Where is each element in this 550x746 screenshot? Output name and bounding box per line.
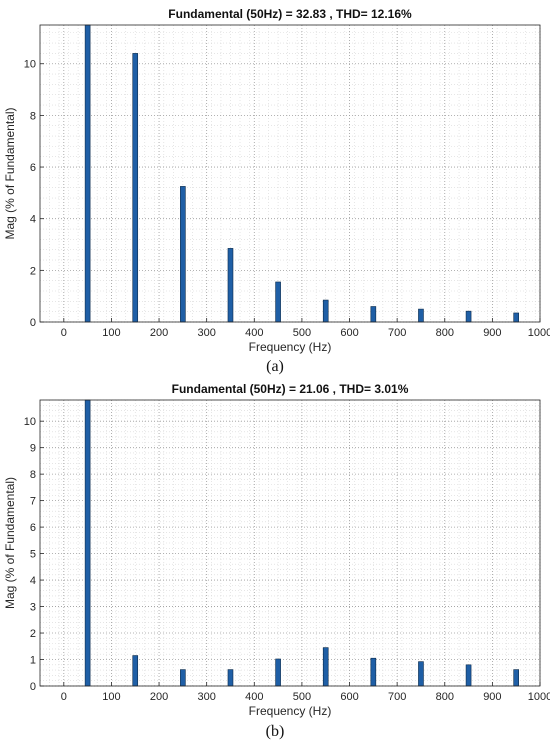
x-axis-label: Frequency (Hz) xyxy=(249,704,332,718)
x-tick-label: 700 xyxy=(388,691,406,703)
x-tick-label: 900 xyxy=(483,691,501,703)
chart-panel-2: 0 100 200 300 400 500 600 700 800 900 1000 0 1 2 3 4 5 6 7… xyxy=(3,382,550,740)
x-tick-label: 600 xyxy=(340,691,358,703)
bar xyxy=(180,669,186,687)
x-tick-label: 200 xyxy=(150,691,168,703)
x-tick-label: 0 xyxy=(61,691,67,703)
chart-panel-1: 0 100 200 300 400 500 600 700 800 900 1000 0 2 4 6 8 10 F… xyxy=(3,7,550,375)
y-tick-label: 7 xyxy=(30,496,36,508)
x-tick-label: 600 xyxy=(340,327,358,339)
x-tick-label: 300 xyxy=(197,691,215,703)
minor-grid xyxy=(40,399,540,686)
y-tick-label: 0 xyxy=(30,681,36,693)
x-tick-label: 200 xyxy=(150,327,168,339)
panel-label: (b) xyxy=(266,723,285,740)
x-tick-label: 1000 xyxy=(528,327,550,339)
bar xyxy=(275,658,281,687)
x-tick-label: 800 xyxy=(436,691,454,703)
y-tick-label: 8 xyxy=(30,110,36,122)
y-tick-label: 8 xyxy=(30,469,36,481)
y-tick-label: 6 xyxy=(30,522,36,534)
x-tick-label: 100 xyxy=(102,327,120,339)
y-tick-label: 1 xyxy=(30,655,36,667)
y-tick-label: 10 xyxy=(24,59,36,71)
x-tick-label: 300 xyxy=(197,327,215,339)
y-tick-label: 2 xyxy=(30,265,36,277)
panel-label: (a) xyxy=(266,358,284,375)
bar xyxy=(418,661,424,687)
bar xyxy=(322,647,329,687)
plot-area xyxy=(40,25,540,322)
x-tick-label: 1000 xyxy=(528,691,550,703)
bar xyxy=(513,669,519,687)
y-tick-label: 2 xyxy=(30,628,36,640)
y-tick-label: 10 xyxy=(24,416,36,428)
bar xyxy=(513,312,519,323)
x-tick-label: 400 xyxy=(245,691,263,703)
bar xyxy=(465,310,472,323)
y-tick-label: 0 xyxy=(30,317,36,329)
bar xyxy=(84,24,91,323)
y-tick-label: 6 xyxy=(30,162,36,174)
bar xyxy=(370,657,377,687)
x-tick-label: 500 xyxy=(293,691,311,703)
x-tick-label: 0 xyxy=(61,327,67,339)
y-axis-label: Mag (% of Fundamental) xyxy=(3,107,17,239)
y-tick-label: 3 xyxy=(30,602,36,614)
bar xyxy=(418,308,424,323)
y-tick-label: 4 xyxy=(30,575,36,587)
x-tick-label: 100 xyxy=(102,691,120,703)
bar xyxy=(370,306,377,323)
axes-box xyxy=(39,24,541,323)
bar xyxy=(180,186,186,323)
x-tick-label: 400 xyxy=(245,327,263,339)
chart-title: Fundamental (50Hz) = 32.83 , THD= 12.16% xyxy=(168,7,412,21)
bar xyxy=(465,664,472,687)
x-tick-label: 700 xyxy=(388,327,406,339)
y-tick-label: 9 xyxy=(30,443,36,455)
axes-box xyxy=(39,399,541,687)
x-axis-label: Frequency (Hz) xyxy=(249,340,332,354)
bar xyxy=(132,53,139,323)
bar xyxy=(275,281,281,323)
x-tick-label: 500 xyxy=(293,327,311,339)
bar xyxy=(322,299,329,323)
y-axis-label: Mag (% of Fundamental) xyxy=(3,477,17,609)
bar xyxy=(227,669,234,687)
x-tick-label: 800 xyxy=(436,327,454,339)
y-tick-label: 5 xyxy=(30,549,36,561)
bar xyxy=(227,248,234,323)
x-tick-label: 900 xyxy=(483,327,501,339)
bar xyxy=(132,655,139,687)
tick-labels: 0 100 200 300 400 500 600 700 800 900 1000 0 2 4 6 8 10 xyxy=(24,59,550,339)
tick-labels: 0 100 200 300 400 500 600 700 800 900 1000 0 1 2 3 4 5 6 7… xyxy=(24,416,550,703)
bar xyxy=(84,399,91,687)
chart-title: Fundamental (50Hz) = 21.06 , THD= 3.01% xyxy=(172,382,409,396)
minor-grid xyxy=(40,25,540,322)
y-tick-label: 4 xyxy=(30,214,36,226)
